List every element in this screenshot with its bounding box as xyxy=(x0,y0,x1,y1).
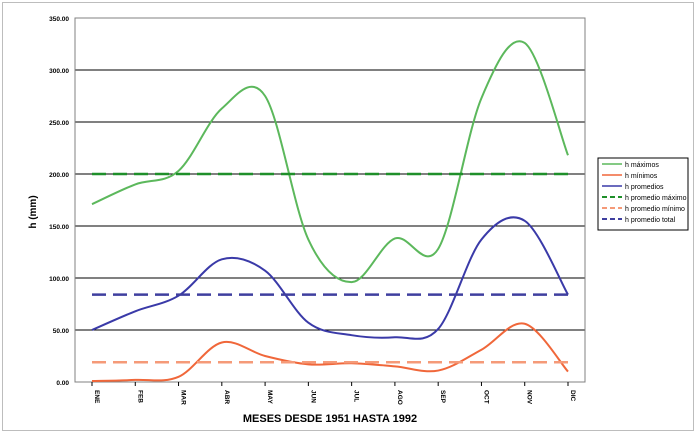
legend-label: h promedios xyxy=(625,184,664,191)
series-lines xyxy=(91,40,569,382)
x-tick-label: SEP xyxy=(439,390,446,404)
legend-label: h máximos xyxy=(625,162,659,169)
y-tick-label: 50.00 xyxy=(53,328,70,335)
y-tick-label: 0.00 xyxy=(56,380,69,387)
x-tick-label: AGO xyxy=(396,390,403,405)
y-tick-label: 300.00 xyxy=(49,68,69,75)
plot-border xyxy=(74,17,586,383)
legend-label: h promedio total xyxy=(625,217,676,224)
chart-frame xyxy=(2,2,694,431)
series-line-h-minimos xyxy=(91,322,569,382)
x-tick-label: ABR xyxy=(223,390,230,404)
y-tick-label: 250.00 xyxy=(49,120,69,127)
legend-label: h promedio mínimo xyxy=(625,206,685,213)
x-tick-label: JUL xyxy=(353,390,360,402)
y-axis-label: h (mm) xyxy=(28,195,39,228)
x-axis-label: MESES DESDE 1951 HASTA 1992 xyxy=(243,413,417,425)
y-tick-label: 200.00 xyxy=(49,172,69,179)
x-tick-label: NOV xyxy=(526,390,533,405)
x-tick-label: OCT xyxy=(482,390,489,404)
legend: h máximos h mínimos h promedios h promedio … xyxy=(597,157,689,231)
x-tick-label: MAY xyxy=(266,390,273,405)
x-tick-label: FEB xyxy=(136,390,143,403)
x-tick-label: ENE xyxy=(93,390,100,404)
x-tick-label: JUN xyxy=(309,390,316,403)
x-tick-label: MAR xyxy=(180,390,187,405)
series-line-h-maximos xyxy=(91,40,569,284)
y-tick-label: 100.00 xyxy=(49,276,69,283)
y-axis-tick-labels: 0.00 50.00 100.00 150.00 200.00 250.00 300.00 3… xyxy=(49,16,69,387)
plot-area xyxy=(74,17,586,383)
y-tick-label: 350.00 xyxy=(49,16,69,23)
y-tick-label: 150.00 xyxy=(49,224,69,231)
x-axis-tick-labels: ENE FEB MAR ABR MAY JUN JUL AGO SEP OCT NOV DIC xyxy=(91,382,576,405)
x-tick-label: DIC xyxy=(569,390,576,402)
legend-label: h promedio máximo xyxy=(625,195,687,202)
legend-label: h mínimos xyxy=(625,173,658,180)
